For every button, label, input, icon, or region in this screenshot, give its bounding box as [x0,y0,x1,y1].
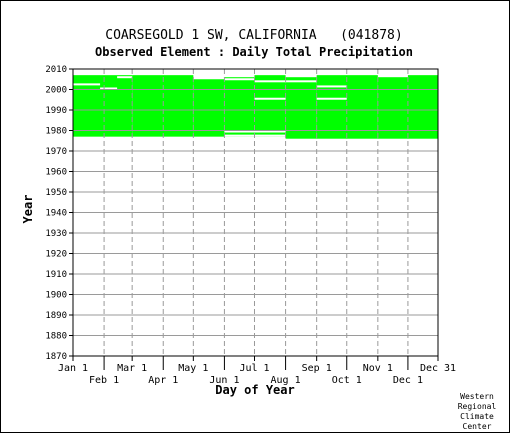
y-tick-label: 1950 [45,188,67,198]
y-tick-label: 1920 [45,250,67,260]
y-axis-title: Year [21,195,35,224]
x-tick-label: Aug 1 [271,375,301,386]
y-tick-label: 2000 [45,86,67,96]
data-coverage-block [224,77,255,137]
data-coverage-block [73,75,133,137]
x-tick-label: Jul 1 [239,363,269,374]
x-tick-label: Apr 1 [148,375,178,386]
data-coverage-block [407,75,438,80]
credit-line-1: Western [460,392,494,401]
x-tick-label: Oct 1 [332,375,362,386]
missing-data-gap [224,134,286,137]
chart-title: COARSEGOLD 1 SW, CALIFORNIA (041878) [105,28,402,43]
missing-data-gap [224,78,255,81]
x-tick-label: Nov 1 [363,363,393,374]
y-tick-label: 1870 [45,352,67,362]
data-coverage-block [132,75,194,137]
y-tick-label: 1880 [45,332,67,342]
x-tick-label: Mar 1 [117,363,147,374]
missing-data-gap [224,130,286,133]
x-tick-label: Sep 1 [302,363,332,374]
y-tick-label: 1970 [45,147,67,157]
y-tick-label: 1980 [45,127,67,137]
x-tick-label: Dec 1 [393,375,423,386]
x-tick-label: Dec 31 [420,363,456,374]
y-tick-label: 1990 [45,106,67,116]
data-coverage-block [285,77,317,139]
y-tick-label: 1910 [45,270,67,280]
credit-block: Western Regional Climate Center [458,392,497,431]
data-coverage-block [316,75,378,139]
x-tick-label: Feb 1 [89,375,119,386]
x-tick-label: Jan 1 [58,363,88,374]
y-tick-label: 1960 [45,168,67,178]
missing-data-gap [254,97,286,100]
y-tick-label: 1890 [45,311,67,321]
credit-line-3: Climate [460,412,494,421]
y-tick-label: 1900 [45,291,67,301]
credit-line-4: Center [463,422,492,431]
missing-data-gap [254,80,286,83]
missing-data-gap [285,80,317,83]
data-coverage-block [254,75,286,137]
credit-line-2: Regional [458,402,497,411]
x-tick-label: Jun 1 [209,375,239,386]
missing-data-gap [316,97,347,100]
x-tick-label: May 1 [178,363,208,374]
missing-data-gap [73,83,101,86]
missing-data-gap [100,87,118,90]
x-axis-title: Day of Year [215,383,294,397]
chart-subtitle: Observed Element : Daily Total Precipita… [95,45,413,59]
y-tick-label: 2010 [45,65,67,75]
missing-data-gap [316,85,347,88]
missing-data-gap [117,76,133,79]
y-tick-label: 1940 [45,209,67,219]
data-coverage-block [193,79,225,137]
y-tick-label: 1930 [45,229,67,239]
